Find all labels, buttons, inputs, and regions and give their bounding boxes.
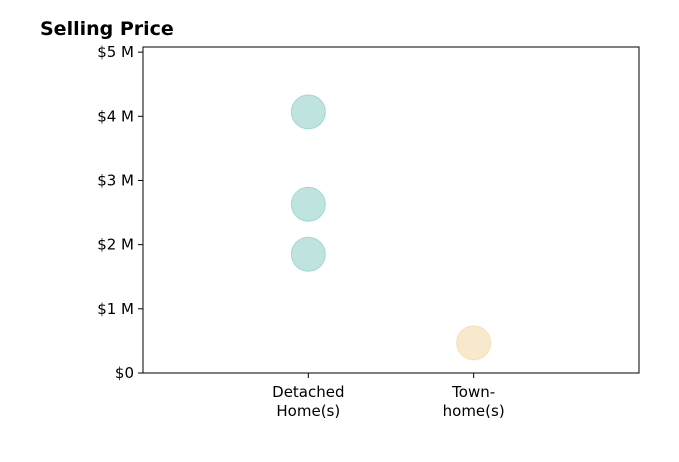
point [290,236,326,272]
x-tick-label: Detached Home(s) [272,383,344,420]
chart-title: Selling Price [40,18,174,40]
point [456,325,492,361]
y-tick-label: $3 M [97,171,134,189]
y-tick-label: $1 M [97,300,134,318]
point [290,94,326,130]
y-tick-label: $2 M [97,236,134,254]
point [290,186,326,222]
x-tick-label: Town-home(s) [443,383,505,420]
y-tick-label: $4 M [97,107,134,125]
y-tick-label: $0 [115,364,134,382]
y-tick-label: $5 M [97,43,134,61]
plot-frame [142,46,640,374]
